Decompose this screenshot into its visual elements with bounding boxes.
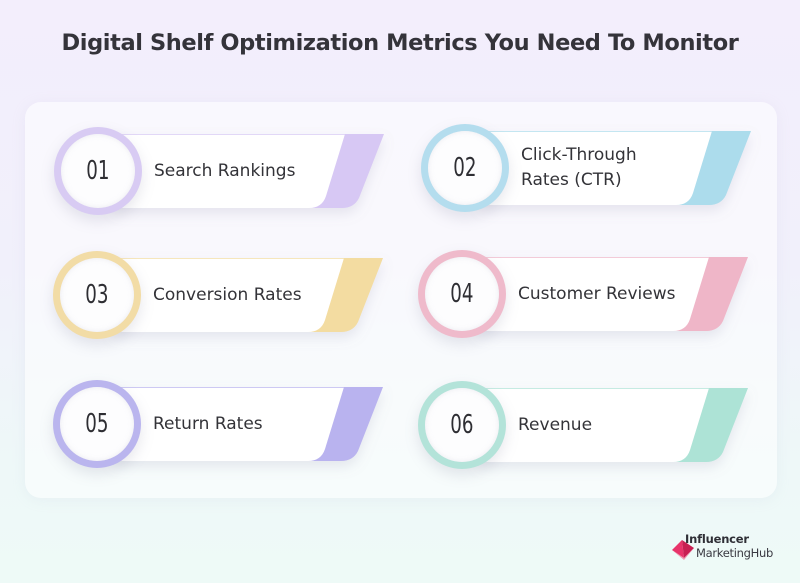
number-badge: 05 [53,380,141,468]
metric-number: 04 [450,279,474,309]
number-badge: 06 [418,381,506,469]
number-badge: 01 [54,127,142,215]
metric-label: Return Rates [153,413,263,434]
brand-logo: Influencer MarketingHub [672,532,800,566]
influencer-marketing-hub-logo-icon [672,540,694,560]
logo-text-line2: MarketingHub [696,546,773,560]
card-shape [113,258,383,332]
metric-label: Revenue [518,414,593,435]
metric-card-6: 06 Revenue [418,377,758,473]
metric-card-1: 01 Search Rankings [54,123,394,219]
metric-label: Conversion Rates [153,284,302,305]
number-badge-inner: 02 [428,131,502,205]
number-badge-inner: 06 [425,388,499,462]
page-title: Digital Shelf Optimization Metrics You N… [61,30,739,56]
number-badge-inner: 03 [60,258,134,332]
metric-number: 01 [86,156,110,186]
metric-card-5: 05 Return Rates [53,376,393,472]
metric-number: 06 [450,410,474,440]
metric-label: Click-Through Rates (CTR) [521,145,637,190]
number-badge-inner: 01 [61,134,135,208]
metric-number: 02 [453,153,477,183]
card-shape [113,387,383,461]
metric-label: Search Rankings [154,160,296,181]
metric-label: Customer Reviews [518,283,676,304]
card-shape [481,131,751,205]
number-badge: 02 [421,124,509,212]
number-badge: 04 [418,250,506,338]
metric-card-4: 04 Customer Reviews [418,246,758,342]
metric-card-3: 03 Conversion Rates [53,247,393,343]
card-shape [114,134,384,208]
logo-text-line1: Influencer [685,532,749,546]
number-badge-inner: 05 [60,387,134,461]
number-badge-inner: 04 [425,257,499,331]
card-shape [478,257,748,331]
metric-card-2: 02 Click-Through Rates (CTR) [421,120,761,216]
metric-number: 03 [85,280,109,310]
metric-number: 05 [85,409,109,439]
card-shape [478,388,748,462]
number-badge: 03 [53,251,141,339]
